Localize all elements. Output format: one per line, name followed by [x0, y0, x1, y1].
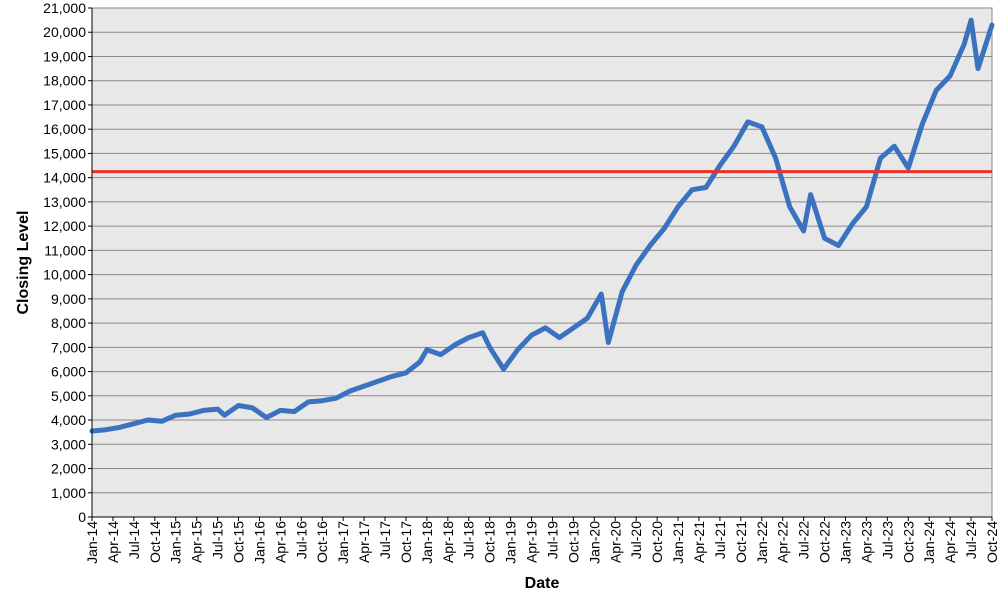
x-tick-label: Oct-22: [817, 521, 833, 563]
x-tick-label: Jan-24: [921, 521, 937, 564]
x-tick-label: Jul-24: [963, 521, 979, 559]
y-tick-label: 20,000: [43, 24, 86, 40]
y-tick-label: 8,000: [51, 315, 86, 331]
y-tick-label: 7,000: [51, 339, 86, 355]
x-tick-label: Jul-18: [461, 521, 477, 559]
series-line-closing-level: [89, 17, 995, 434]
x-tick-label: Jul-19: [544, 521, 560, 559]
y-tick-label: 10,000: [43, 267, 86, 283]
x-tick-label: Jul-23: [879, 521, 895, 559]
y-axis-ticks: 0 1,000 2,000 3,000 4,000 5,000 6,000 7,000 8,00…: [43, 0, 92, 525]
y-tick-label: 6,000: [51, 364, 86, 380]
x-tick-label: Jul-17: [377, 521, 393, 559]
x-tick-label: Oct-14: [147, 521, 163, 563]
y-tick-label: 11,000: [44, 242, 86, 258]
x-tick-label: Oct-23: [900, 521, 916, 563]
y-tick-label: 18,000: [43, 73, 86, 89]
plot-area: [91, 7, 993, 518]
x-tick-label: Jan-15: [168, 521, 184, 564]
x-tick-label: Jul-14: [126, 521, 142, 559]
x-tick-label: Apr-24: [942, 521, 958, 563]
x-tick-label: Apr-22: [775, 521, 791, 563]
x-tick-label: Oct-20: [649, 521, 665, 563]
y-axis-title: Closing Level: [15, 210, 32, 314]
y-tick-label: 3,000: [51, 436, 86, 452]
y-tick-label: 5,000: [51, 388, 86, 404]
y-tick-label: 9,000: [51, 291, 86, 307]
y-tick-label: 12,000: [43, 218, 86, 234]
x-tick-label: Apr-20: [607, 521, 623, 563]
x-tick-label: Apr-18: [440, 521, 456, 563]
x-tick-label: Jul-15: [210, 521, 226, 559]
x-tick-label: Apr-16: [272, 521, 288, 563]
y-tick-label: 0: [78, 509, 86, 525]
x-tick-label: Oct-21: [733, 521, 749, 563]
gridlines: [92, 31, 992, 494]
y-tick-label: 16,000: [43, 121, 86, 137]
x-tick-label: Apr-23: [858, 521, 874, 563]
x-tick-label: Oct-16: [314, 521, 330, 563]
x-tick-label: Jul-16: [293, 521, 309, 559]
x-tick-label: Jul-22: [796, 521, 812, 559]
x-tick-label: Oct-15: [231, 521, 247, 563]
y-tick-label: 15,000: [43, 145, 86, 161]
x-tick-label: Jan-23: [837, 521, 853, 564]
y-tick-label: 2,000: [51, 461, 86, 477]
x-tick-label: Jan-18: [419, 521, 435, 564]
x-tick-label: Apr-17: [356, 521, 372, 563]
y-tick-label: 21,000: [43, 0, 86, 16]
y-tick-label: 17,000: [43, 97, 86, 113]
x-tick-label: Oct-18: [482, 521, 498, 563]
x-tick-label: Jan-22: [754, 521, 770, 564]
x-tick-label: Apr-19: [524, 521, 540, 563]
y-tick-label: 19,000: [43, 48, 86, 64]
y-tick-label: 4,000: [51, 412, 86, 428]
x-tick-label: Apr-21: [691, 521, 707, 563]
y-tick-label: 1,000: [51, 485, 86, 501]
x-axis-ticks: Jan-14 Apr-14 Jul-14 Oct-14 Jan-15 Apr-15 Jul-…: [84, 517, 1000, 564]
x-tick-label: Jul-21: [712, 521, 728, 559]
x-tick-label: Apr-15: [189, 521, 205, 563]
x-tick-label: Apr-14: [105, 521, 121, 563]
y-tick-label: 13,000: [43, 194, 86, 210]
x-tick-label: Jan-21: [670, 521, 686, 564]
x-tick-label: Jan-19: [503, 521, 519, 564]
x-tick-label: Oct-17: [398, 521, 414, 563]
x-tick-label: Jul-20: [628, 521, 644, 559]
y-tick-label: 14,000: [43, 170, 86, 186]
x-tick-label: Jan-14: [84, 521, 100, 564]
x-tick-label: Oct-19: [565, 521, 581, 563]
x-tick-label: Jan-17: [335, 521, 351, 564]
x-tick-label: Oct-24: [984, 521, 1000, 563]
x-tick-label: Jan-20: [586, 521, 602, 564]
x-tick-label: Jan-16: [251, 521, 267, 564]
x-axis-title: Date: [525, 575, 560, 592]
